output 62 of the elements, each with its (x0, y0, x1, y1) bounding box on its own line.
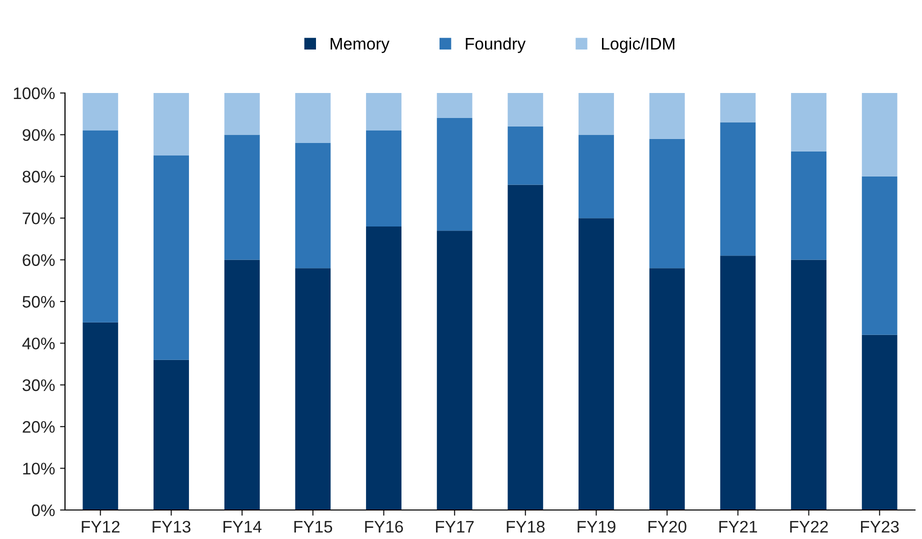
bar (295, 93, 331, 144)
bar (508, 126, 544, 185)
bar (366, 130, 402, 226)
bar (791, 151, 826, 260)
x-tick-label: FY12 (82, 520, 120, 532)
bar (295, 268, 331, 510)
bar (578, 218, 614, 510)
bar (224, 93, 260, 135)
x-tick-label: FY15 (294, 521, 332, 533)
bar (649, 93, 685, 139)
bar (862, 93, 898, 176)
y-tick-label: 20% (22, 421, 55, 433)
y-tick-label: 10% (23, 462, 55, 475)
bar (436, 230, 472, 510)
x-tick-label: FY18 (506, 520, 545, 533)
x-tick-label: FY17 (436, 521, 474, 532)
bar (720, 256, 756, 510)
bar (154, 93, 189, 156)
y-tick-label: 30% (22, 379, 55, 392)
bar (82, 93, 118, 131)
bar (791, 260, 826, 510)
x-tick-label: FY13 (152, 520, 190, 533)
x-tick-label: FY22 (790, 520, 828, 532)
x-tick-label: FY23 (861, 520, 899, 533)
y-tick-label: 40% (22, 338, 55, 350)
x-tick-label: FY19 (578, 520, 616, 533)
x-tick-label: FY21 (719, 520, 758, 532)
bar (82, 322, 118, 510)
bar (224, 260, 260, 510)
bar (436, 93, 472, 118)
x-tick-label: FY14 (224, 521, 262, 532)
bar (720, 122, 756, 256)
bar (82, 130, 118, 322)
bar (154, 156, 189, 360)
bar (295, 143, 331, 268)
bar (862, 176, 898, 335)
y-tick-label: 100% (14, 87, 55, 100)
bar (649, 138, 685, 268)
y-tick-label: 70% (22, 212, 55, 224)
bar (791, 93, 826, 152)
x-tick-label: FY16 (365, 520, 403, 533)
y-tick-label: 90% (22, 129, 55, 141)
bar (436, 118, 472, 231)
bar (720, 93, 756, 122)
x-tick-label: FY20 (648, 520, 686, 533)
bar (508, 184, 544, 510)
bar (862, 334, 898, 510)
bar (366, 226, 402, 510)
bar (366, 93, 402, 131)
bar (224, 134, 260, 260)
y-tick-label: 80% (22, 170, 55, 183)
bar (578, 93, 614, 135)
y-tick-label: 60% (22, 254, 55, 266)
bar (649, 268, 685, 510)
y-tick-label: 0% (32, 504, 55, 516)
y-tick-label: 50% (22, 296, 55, 308)
bar (578, 134, 614, 218)
legend-label: Logic/IDM (602, 37, 674, 53)
bar (508, 93, 544, 126)
legend-label: Memory (330, 38, 390, 53)
bar (154, 360, 189, 510)
legend-label: Foundry (466, 37, 526, 53)
